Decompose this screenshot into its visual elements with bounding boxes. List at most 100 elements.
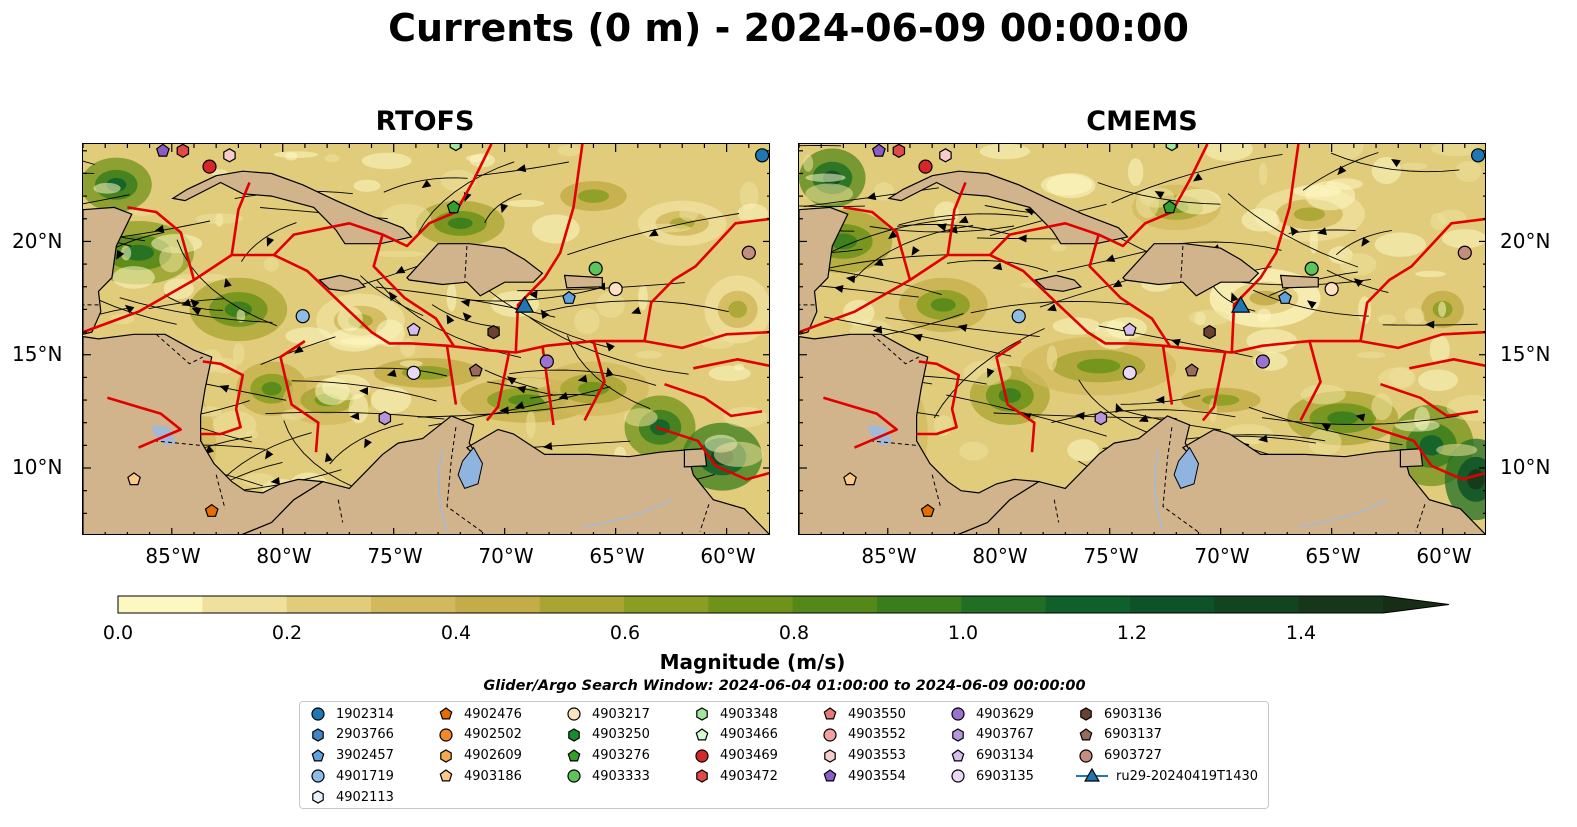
- river: [438, 449, 448, 532]
- magnitude-patch: [1339, 253, 1377, 276]
- streamline-arrow: [992, 262, 1003, 271]
- magnitude-patch: [159, 246, 184, 273]
- magnitude-patch: [708, 365, 751, 382]
- streamline: [83, 194, 130, 205]
- magnitude-patch: [1400, 162, 1428, 170]
- land-central-america: [799, 333, 1041, 534]
- legend-marker: [823, 707, 837, 720]
- streamline-arrow: [1361, 237, 1370, 247]
- platform-marker-4903276: [1162, 200, 1177, 214]
- legend-symbol-2903766: [312, 728, 324, 742]
- streamline-arrow: [1154, 190, 1165, 199]
- lon-label-75w-right: 75°W: [1083, 544, 1139, 568]
- streamline-arrow: [937, 223, 947, 232]
- river: [1298, 499, 1388, 528]
- magnitude-patch: [1040, 174, 1093, 196]
- eez-boundary: [664, 382, 763, 418]
- legend-entry: 4903553: [820, 746, 906, 766]
- streamline: [176, 239, 277, 327]
- magnitude-patch: [1128, 158, 1144, 186]
- magnitude-patch: [1257, 308, 1272, 322]
- legend-label: 4903552: [848, 727, 906, 743]
- colorbar-segment: [1214, 596, 1300, 613]
- legend-symbol-4903466: [695, 728, 709, 741]
- eez-boundary: [1359, 217, 1485, 342]
- legend-label: 6903136: [1104, 706, 1162, 722]
- streamline-arrow: [499, 406, 509, 415]
- streamline-arrow: [1230, 292, 1239, 303]
- eez-boundary: [988, 144, 1209, 256]
- magnitude-patch: [557, 144, 582, 157]
- streamline-arrow: [631, 306, 642, 315]
- colorbar-tick: 0.0: [102, 622, 134, 644]
- magnitude-patch: [526, 410, 536, 439]
- country-border: [464, 245, 468, 283]
- streamline-arrow: [648, 228, 659, 237]
- country-border: [931, 474, 942, 509]
- legend-label: 4903767: [976, 727, 1034, 743]
- colorbar-segment: [708, 596, 794, 613]
- streamline: [799, 265, 942, 296]
- streamline-arrow: [421, 179, 432, 189]
- streamline: [336, 367, 448, 377]
- streamline: [530, 393, 597, 399]
- colorbar-segment: [961, 596, 1047, 613]
- eez-boundary: [1380, 382, 1479, 418]
- legend-label: 3902457: [336, 748, 394, 764]
- legend-entry: 4903552: [820, 725, 906, 745]
- magnitude-patch: [1438, 301, 1447, 317]
- streamline-arrow: [605, 367, 614, 377]
- streamline-arrow: [872, 325, 883, 334]
- magnitude-patch: [1356, 351, 1386, 359]
- platform-marker-4903472: [176, 144, 190, 158]
- legend-label: 4903466: [720, 727, 778, 743]
- streamline-arrow: [462, 312, 472, 322]
- magnitude-patch: [596, 291, 625, 318]
- streamline-arrow: [1353, 278, 1364, 288]
- platform-marker-6903137: [468, 363, 483, 377]
- magnitude-patch: [635, 350, 662, 359]
- legend-label: 4902609: [464, 748, 522, 764]
- eez-boundary: [1201, 352, 1227, 422]
- lon-label-65w-right: 65°W: [1305, 544, 1361, 568]
- legend-entry: 6903135: [948, 766, 1034, 786]
- legend-marker: [1076, 768, 1108, 782]
- streamline-arrow: [294, 345, 304, 354]
- streamline-arrow: [845, 275, 856, 284]
- magnitude-patch: [232, 343, 245, 365]
- platform-marker-6903134: [1122, 322, 1137, 336]
- magnitude-patch: [121, 245, 132, 261]
- eez-boundary: [583, 340, 606, 421]
- legend-symbol-4903333: [567, 769, 581, 783]
- streamline-arrow: [359, 387, 369, 396]
- streamline: [119, 297, 273, 323]
- land-hispaniola: [1122, 243, 1260, 297]
- streamline-arrow: [1391, 158, 1401, 168]
- legend-entry: 4903186: [436, 766, 522, 786]
- legend-marker: [695, 748, 709, 763]
- legend-symbol-6903727: [1079, 748, 1093, 763]
- lake-maracaibo: [1173, 446, 1200, 490]
- eez-boundary: [485, 352, 511, 422]
- legend-entry: 4902502: [436, 725, 522, 745]
- magnitude-patch: [1414, 406, 1430, 431]
- platform-marker-6903135: [406, 365, 421, 380]
- streamline-arrow: [124, 304, 135, 314]
- lake-maracaibo: [457, 446, 484, 490]
- land-puerto-rico: [563, 274, 603, 289]
- magnitude-patch: [1377, 314, 1396, 325]
- streamline-arrow: [219, 385, 230, 393]
- magnitude-patch: [370, 386, 412, 414]
- magnitude-patch: [1404, 307, 1425, 325]
- platform-marker-4903333: [588, 261, 603, 276]
- eez-boundary: [1161, 345, 1174, 405]
- platform-marker-6903136: [1203, 324, 1216, 340]
- legend-marker: [696, 707, 708, 721]
- country-border: [1162, 427, 1201, 534]
- magnitude-patch: [1076, 358, 1121, 374]
- magnitude-patch: [959, 441, 989, 461]
- magnitude-patch: [574, 308, 600, 335]
- legend-marker: [695, 728, 709, 741]
- river: [582, 499, 672, 528]
- streamline: [417, 403, 592, 418]
